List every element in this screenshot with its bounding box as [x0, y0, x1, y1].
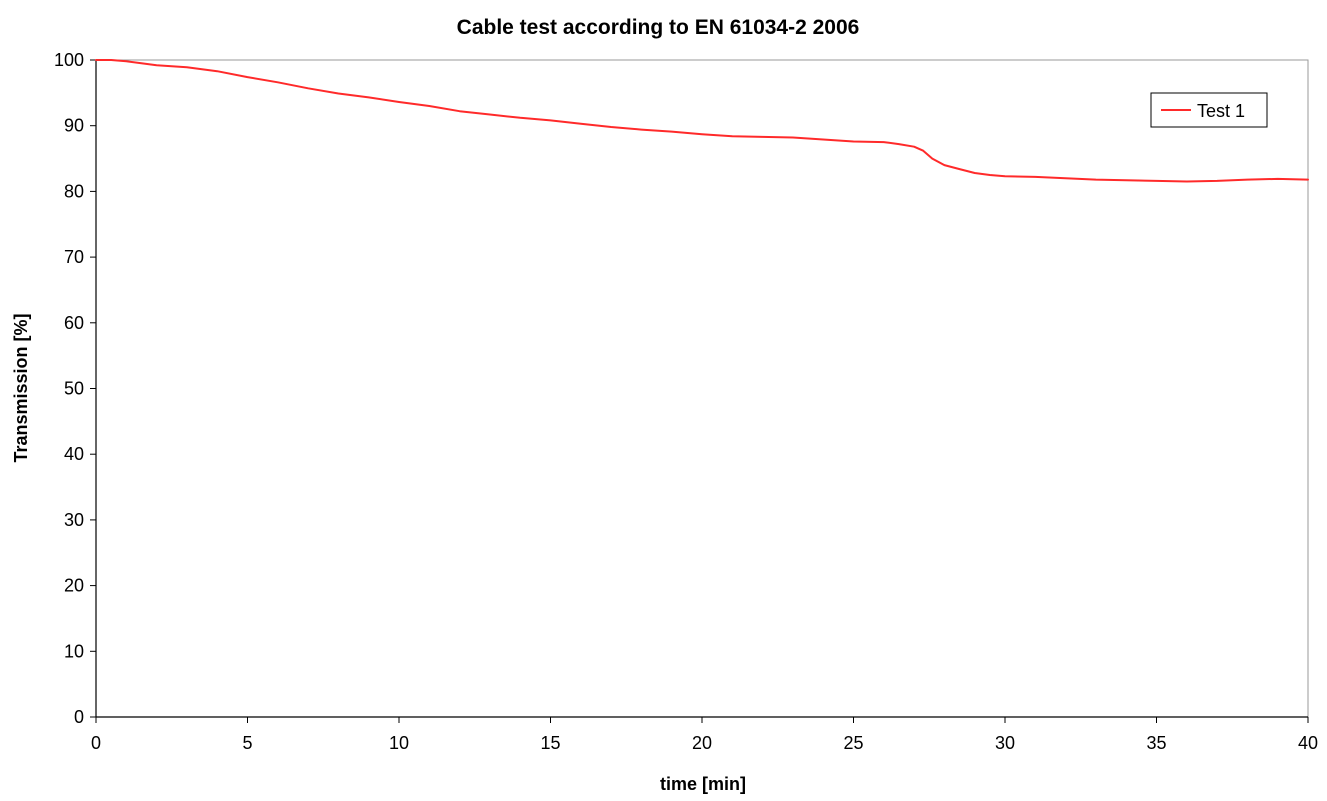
plot-area	[95, 59, 1309, 718]
series-line-test-1	[95, 59, 1309, 183]
x-tick-label: 40	[1298, 733, 1318, 753]
y-tick-label: 60	[64, 313, 84, 333]
y-tick-label: 10	[64, 641, 84, 661]
chart-title: Cable test according to EN 61034-2 2006	[457, 16, 860, 39]
y-tick-label: 50	[64, 379, 84, 399]
x-tick-label: 25	[843, 733, 863, 753]
series-layer	[95, 59, 1309, 183]
y-tick-label: 70	[64, 247, 84, 267]
y-axis: 0 10 20 30 40 50 60 70 80 90 100	[54, 50, 96, 727]
y-tick-label: 80	[64, 181, 84, 201]
x-tick-label: 0	[91, 733, 101, 753]
x-tick-label: 35	[1146, 733, 1166, 753]
y-tick-label: 100	[54, 50, 84, 70]
y-tick-label: 20	[64, 576, 84, 596]
x-axis-label: time [min]	[660, 774, 746, 794]
y-tick-label: 0	[74, 707, 84, 727]
x-tick-label: 10	[389, 733, 409, 753]
x-tick-label: 30	[995, 733, 1015, 753]
y-tick-label: 90	[64, 116, 84, 136]
y-tick-label: 30	[64, 510, 84, 530]
x-tick-label: 5	[242, 733, 252, 753]
legend-label-test-1: Test 1	[1197, 101, 1245, 121]
y-axis-label: Transmission [%]	[11, 313, 31, 462]
plot-border	[95, 59, 1309, 718]
x-tick-label: 15	[540, 733, 560, 753]
y-tick-label: 40	[64, 444, 84, 464]
legend: Test 1	[1150, 92, 1268, 128]
x-tick-label: 20	[692, 733, 712, 753]
x-axis: 0 5 10 15 20 25 30 35 40	[91, 717, 1318, 753]
